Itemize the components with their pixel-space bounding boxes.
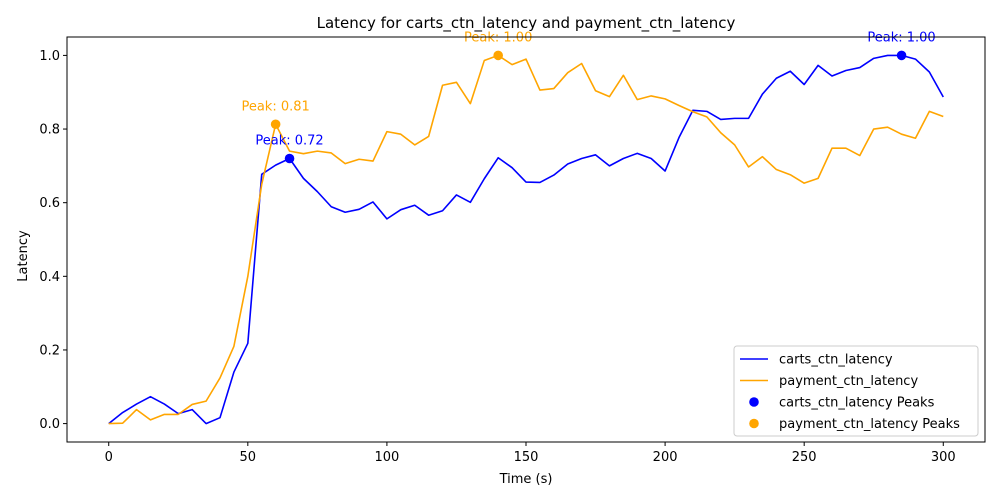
x-tick-label: 0 [105, 450, 113, 465]
x-tick-label: 100 [374, 450, 399, 465]
x-tick-label: 250 [792, 450, 817, 465]
legend-marker-swatch [749, 397, 759, 407]
x-tick-label: 150 [514, 450, 539, 465]
y-tick-label: 0.6 [39, 196, 60, 211]
series-line-carts-ctn-latency [108, 54, 944, 425]
legend-label: payment_ctn_latency Peaks [779, 417, 960, 432]
y-tick-label: 0.0 [39, 417, 60, 432]
x-tick-label: 50 [240, 450, 257, 465]
legend-label: carts_ctn_latency [779, 353, 893, 368]
series-line-payment-ctn-latency [108, 54, 944, 425]
legend-box [733, 345, 979, 437]
legend-label: payment_ctn_latency [779, 374, 918, 389]
peak-marker [896, 50, 907, 61]
y-tick-label: 0.4 [39, 270, 60, 285]
x-axis-title: Time (s) [499, 472, 553, 487]
peak-marker [493, 50, 503, 61]
peak-label: Peak: 0.81 [241, 99, 309, 114]
y-axis: 0.0 0.2 0.4 0.6 0.8 1.0 [39, 49, 67, 432]
y-tick-label: 1.0 [39, 49, 60, 64]
peak-marker [270, 119, 281, 130]
y-tick-label: 0.8 [39, 123, 60, 138]
legend-marker-swatch [749, 418, 759, 429]
y-tick-label: 0.2 [39, 343, 60, 358]
x-axis: 0 50 100 150 200 250 300 [105, 442, 956, 465]
chart-title: Latency for carts_ctn_latency and paymen… [317, 14, 736, 33]
peak-marker [284, 153, 295, 164]
peak-label: Peak: 1.00 [867, 30, 935, 45]
legend-label: carts_ctn_latency Peaks [779, 396, 935, 411]
y-axis-title: Latency [16, 230, 31, 282]
x-tick-label: 200 [653, 450, 678, 465]
legend: carts_ctn_latency payment_ctn_latencycart… [733, 345, 979, 437]
peak-label: Peak: 0.72 [255, 134, 323, 149]
plot-area: Peak: 0.72 Peak: 1.00 Peak: 0.81 Peak: 1.00 [108, 30, 944, 425]
peak-label: Peak: 1.00 [464, 30, 532, 45]
x-tick-label: 300 [931, 450, 956, 465]
